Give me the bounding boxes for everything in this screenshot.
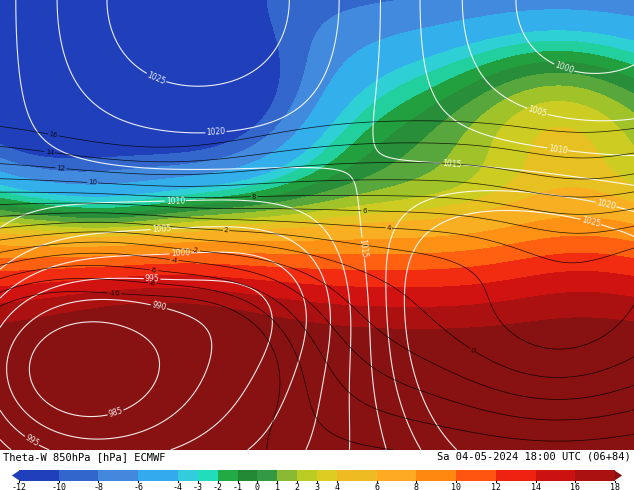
- Bar: [536, 470, 575, 481]
- Text: Sa 04-05-2024 18:00 UTC (06+84): Sa 04-05-2024 18:00 UTC (06+84): [437, 452, 631, 462]
- Text: 1025: 1025: [146, 70, 167, 86]
- Text: 1005: 1005: [152, 224, 171, 234]
- Text: -10: -10: [51, 483, 66, 490]
- Text: 8: 8: [252, 194, 256, 200]
- Bar: [198, 470, 217, 481]
- Text: 1000: 1000: [553, 61, 575, 76]
- Bar: [257, 470, 277, 481]
- Text: 995: 995: [23, 433, 41, 449]
- Text: 12: 12: [491, 483, 501, 490]
- Bar: [377, 470, 417, 481]
- Text: -1: -1: [233, 483, 243, 490]
- Text: 12: 12: [56, 165, 66, 172]
- Text: 1: 1: [275, 483, 280, 490]
- Text: 10: 10: [88, 179, 98, 186]
- Text: Theta-W 850hPa [hPa] ECMWF: Theta-W 850hPa [hPa] ECMWF: [3, 452, 165, 462]
- Text: 10: 10: [451, 483, 461, 490]
- Text: 2: 2: [295, 483, 300, 490]
- Bar: [238, 470, 257, 481]
- Text: 1020: 1020: [206, 127, 226, 137]
- Text: -6: -6: [133, 483, 143, 490]
- Text: 1020: 1020: [596, 198, 616, 211]
- Text: 6: 6: [362, 208, 367, 214]
- Text: 14: 14: [45, 148, 55, 156]
- Text: -6: -6: [150, 267, 157, 273]
- Text: 0: 0: [255, 483, 260, 490]
- Text: -12: -12: [11, 483, 27, 490]
- Bar: [178, 470, 198, 481]
- Text: 6: 6: [374, 483, 379, 490]
- Text: 0: 0: [469, 346, 476, 354]
- Text: -4: -4: [173, 483, 183, 490]
- Bar: [575, 470, 615, 481]
- Text: -10: -10: [108, 290, 120, 297]
- Bar: [98, 470, 138, 481]
- Text: 1025: 1025: [580, 215, 601, 229]
- Text: -8: -8: [93, 483, 103, 490]
- Text: 1015: 1015: [358, 238, 369, 258]
- Text: 985: 985: [107, 406, 124, 419]
- Text: -8: -8: [149, 280, 156, 286]
- Text: -3: -3: [193, 483, 203, 490]
- Text: 8: 8: [414, 483, 419, 490]
- Text: 1015: 1015: [443, 159, 462, 169]
- Text: 990: 990: [151, 300, 167, 313]
- Text: 14: 14: [531, 483, 541, 490]
- Bar: [496, 470, 536, 481]
- Bar: [417, 470, 456, 481]
- Bar: [19, 470, 59, 481]
- Text: 995: 995: [145, 274, 160, 284]
- Bar: [217, 470, 238, 481]
- Text: -4: -4: [171, 257, 178, 263]
- Text: 1010: 1010: [548, 144, 568, 155]
- Bar: [59, 470, 98, 481]
- Text: 1005: 1005: [527, 104, 548, 119]
- Text: 18: 18: [610, 483, 620, 490]
- Text: 16: 16: [570, 483, 580, 490]
- Text: -2: -2: [192, 247, 200, 254]
- Text: 2: 2: [224, 227, 228, 234]
- FancyArrow shape: [12, 471, 19, 480]
- Bar: [297, 470, 317, 481]
- Text: 4: 4: [334, 483, 339, 490]
- Bar: [456, 470, 496, 481]
- Text: 3: 3: [314, 483, 320, 490]
- Text: 1010: 1010: [165, 196, 185, 206]
- FancyArrow shape: [615, 471, 622, 480]
- Bar: [337, 470, 377, 481]
- Text: 1000: 1000: [171, 248, 190, 258]
- Bar: [138, 470, 178, 481]
- Text: 16: 16: [48, 131, 58, 139]
- Bar: [317, 470, 337, 481]
- Text: -2: -2: [212, 483, 223, 490]
- Text: 4: 4: [387, 225, 391, 231]
- Bar: [277, 470, 297, 481]
